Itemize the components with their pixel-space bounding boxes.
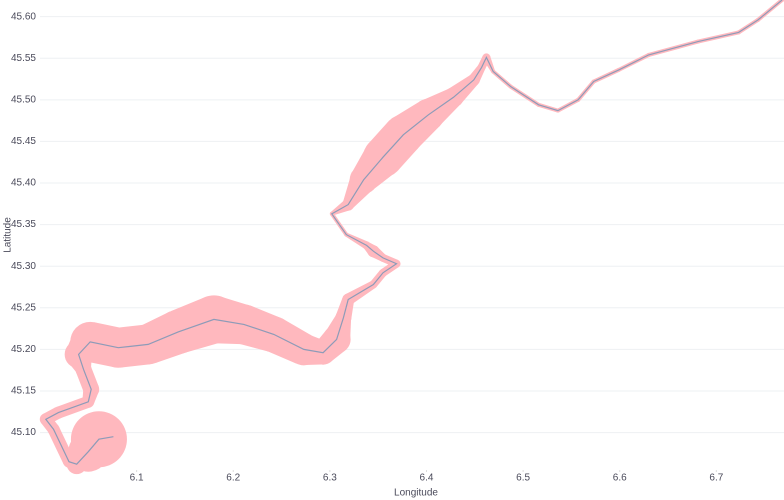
y-tick-label: 45.45 xyxy=(11,136,36,147)
y-tick-label: 45.40 xyxy=(11,178,36,189)
buffer xyxy=(39,0,784,475)
y-tick-label: 45.20 xyxy=(11,344,36,355)
y-tick-label: 45.60 xyxy=(11,11,36,22)
y-tick-label: 45.30 xyxy=(11,261,36,272)
route xyxy=(44,0,783,465)
y-tick-label: 45.10 xyxy=(11,427,36,438)
x-tick-label: 6.5 xyxy=(516,473,530,484)
y-tick-label: 45.50 xyxy=(11,94,36,105)
y-tick-label: 45.25 xyxy=(11,302,36,313)
x-tick-label: 6.3 xyxy=(323,473,337,484)
x-tick-label: 6.2 xyxy=(226,473,240,484)
x-tick-label: 6.7 xyxy=(709,473,723,484)
axes: 45.10 45.15 45.20 45.25 45.30 45.35 45.40 45.45… xyxy=(11,11,724,483)
x-axis-label: Longitude xyxy=(394,488,438,499)
x-tick-label: 6.4 xyxy=(420,473,434,484)
x-tick-label: 6.6 xyxy=(613,473,627,484)
route-line xyxy=(44,0,783,465)
y-tick-label: 45.15 xyxy=(11,386,36,397)
y-tick-label: 45.35 xyxy=(11,219,36,230)
x-tick-label: 6.1 xyxy=(130,473,144,484)
grid xyxy=(40,16,784,434)
y-tick-label: 45.55 xyxy=(11,53,36,64)
y-axis-label: Latitude xyxy=(3,217,14,253)
